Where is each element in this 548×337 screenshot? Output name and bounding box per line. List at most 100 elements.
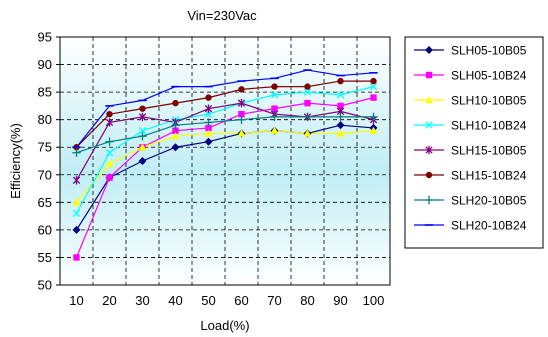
- data-point: [172, 99, 179, 107]
- y-tick-label: 95: [38, 30, 52, 45]
- data-point: [237, 129, 246, 137]
- series-line: [75, 102, 374, 181]
- data-point: [303, 129, 312, 137]
- data-point: [204, 110, 213, 118]
- data-point: [205, 124, 212, 132]
- data-point: [105, 159, 114, 167]
- data-point: [204, 104, 213, 113]
- legend-label: SLH05-10B24: [451, 69, 527, 83]
- legend-label: SLH15-10B24: [451, 169, 527, 183]
- legend-label: SLH15-10B05: [451, 144, 527, 158]
- data-point: [105, 137, 114, 146]
- x-tick-label: 100: [363, 293, 385, 308]
- series-line: [76, 80, 374, 148]
- x-axis-label: Load(%): [200, 318, 249, 333]
- data-point: [138, 112, 147, 122]
- data-point: [72, 209, 81, 218]
- data-point: [238, 86, 245, 93]
- data-point: [204, 137, 213, 146]
- legend-label: SLH20-10B05: [451, 194, 527, 208]
- data-point: [204, 118, 213, 127]
- chart-title: Vin=230Vac: [187, 8, 257, 23]
- legend: SLH05-10B05 SLH05-10B24 SLH10-10B05 SLH10-1…: [404, 36, 544, 249]
- legend-label: SLH10-10B05: [451, 94, 527, 108]
- x-tick-label: 50: [201, 293, 215, 308]
- data-point: [171, 143, 180, 152]
- data-point: [370, 94, 377, 101]
- data-point: [105, 149, 114, 157]
- y-axis-label: Efficiency(%): [8, 123, 23, 199]
- data-point: [72, 225, 81, 234]
- data-point: [370, 77, 377, 85]
- axes: 50 55 60 65 70 75 80 85 90 95 10 20 30 40 50 60 70 80 90 10…: [38, 30, 385, 309]
- legend-marker: [425, 96, 433, 104]
- data-point: [369, 112, 378, 122]
- data-point: [106, 174, 113, 181]
- data-point: [271, 105, 278, 112]
- x-tick-label: 20: [102, 293, 116, 308]
- data-point: [138, 157, 147, 165]
- data-point: [171, 120, 180, 130]
- data-point: [73, 254, 80, 261]
- data-point: [336, 121, 345, 130]
- data-point: [139, 105, 146, 112]
- x-tick-label: 40: [168, 293, 182, 308]
- legend-label: SLH20-10B24: [451, 219, 527, 233]
- data-point: [337, 102, 344, 110]
- data-point: [369, 82, 378, 91]
- data-point: [171, 132, 180, 140]
- data-point: [172, 127, 179, 134]
- y-tick-label: 55: [38, 250, 52, 265]
- legend-label: SLH10-10B24: [451, 119, 527, 133]
- grid: [60, 37, 390, 285]
- series-line: [75, 124, 374, 231]
- series-line: [75, 86, 374, 214]
- data-point: [336, 129, 345, 137]
- y-tick-label: 90: [38, 57, 52, 72]
- data-point: [72, 176, 81, 185]
- x-tick-label: 60: [234, 293, 248, 308]
- data-point: [105, 118, 114, 127]
- legend-marker: [425, 46, 433, 54]
- data-point: [271, 83, 278, 90]
- data-point: [303, 112, 312, 122]
- series-line: [76, 69, 374, 148]
- data-point: [270, 126, 279, 134]
- data-point: [138, 127, 147, 135]
- data-point: [237, 98, 246, 108]
- y-tick-label: 60: [38, 222, 52, 237]
- data-point: [369, 126, 378, 134]
- data-point: [304, 83, 311, 90]
- data-point: [270, 91, 279, 99]
- series-lines: [75, 69, 374, 258]
- y-tick-label: 50: [38, 278, 52, 293]
- legend-marker: [425, 171, 433, 179]
- data-point: [106, 110, 113, 118]
- legend-marker: [425, 71, 433, 79]
- legend-marker: [424, 195, 434, 205]
- data-point: [138, 143, 147, 151]
- data-point: [238, 110, 245, 118]
- data-point: [138, 132, 147, 141]
- series-markers: [72, 69, 378, 261]
- data-point: [72, 148, 81, 157]
- legend-label: SLH05-10B05: [451, 44, 527, 58]
- data-point: [303, 88, 312, 96]
- y-tick-label: 80: [38, 112, 52, 127]
- data-point: [205, 94, 212, 101]
- y-tick-label: 85: [38, 85, 52, 100]
- data-point: [337, 77, 344, 85]
- y-tick-label: 75: [38, 140, 52, 155]
- data-point: [72, 198, 81, 206]
- legend-marker: [425, 121, 433, 129]
- x-tick-label: 80: [300, 293, 314, 308]
- y-tick-label: 70: [38, 167, 52, 182]
- x-tick-label: 90: [333, 293, 347, 308]
- x-tick-label: 10: [69, 293, 83, 308]
- data-point: [237, 115, 246, 124]
- legend-marker: [425, 145, 433, 155]
- series-line: [76, 116, 374, 154]
- data-point: [336, 112, 345, 122]
- data-point: [336, 91, 345, 99]
